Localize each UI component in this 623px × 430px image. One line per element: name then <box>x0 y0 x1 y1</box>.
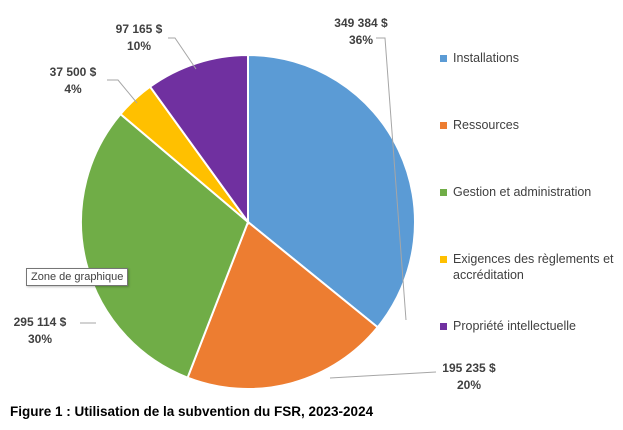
legend-swatch-propriete <box>440 323 447 330</box>
legend-label-propriete: Propriété intellectuelle <box>453 319 576 333</box>
legend-label-installations: Installations <box>453 51 520 65</box>
legend-item-propriete: Propriété intellectuelle <box>440 318 576 334</box>
legend-swatch-gestion <box>440 189 447 196</box>
figure-caption: Figure 1 : Utilisation de la subvention … <box>10 404 374 419</box>
legend-label-ressources: Ressources <box>453 118 519 132</box>
leader-line-ressources <box>329 371 437 379</box>
legend-swatch-ressources <box>440 122 447 129</box>
leader-line-installations <box>376 37 407 321</box>
value-label-ressources: 195 235 $ <box>442 361 496 375</box>
chart-area-tooltip: Zone de graphique <box>26 268 129 286</box>
legend-label-gestion: Gestion et administration <box>453 185 592 199</box>
legend-swatch-installations <box>440 55 447 62</box>
percent-label-exigences: 4% <box>64 82 82 96</box>
pie-slice-propriete <box>148 53 249 226</box>
value-label-installations: 349 384 $ <box>334 16 388 30</box>
pie-slices <box>80 53 416 390</box>
percent-label-installations: 36% <box>349 33 373 47</box>
pie-slice-installations <box>247 53 416 329</box>
percent-label-gestion: 30% <box>28 332 52 346</box>
leader-line-propriete <box>168 37 197 70</box>
percent-label-ressources: 20% <box>457 378 481 392</box>
leader-line-exigences <box>107 79 138 104</box>
value-label-propriete: 97 165 $ <box>116 22 163 36</box>
percent-label-propriete: 10% <box>127 39 151 53</box>
legend-label-exigences: Exigences des règlements et accréditatio… <box>453 252 614 282</box>
legend-item-ressources: Ressources <box>440 117 519 133</box>
data-labels: 349 384 $ 36% 195 235 $ 20% 295 114 $ 30% 37 5… <box>14 16 496 392</box>
legend-swatch-exigences <box>440 256 447 263</box>
legend-item-exigences: Exigences des règlements et accréditatio… <box>440 251 618 283</box>
leader-lines <box>80 37 437 379</box>
value-label-gestion: 295 114 $ <box>14 315 67 329</box>
value-label-exigences: 37 500 $ <box>50 65 97 79</box>
legend-item-installations: Installations <box>440 50 519 66</box>
legend-item-gestion: Gestion et administration <box>440 184 591 200</box>
pie-slice-gestion <box>80 112 250 379</box>
pie-slice-ressources <box>186 220 380 390</box>
